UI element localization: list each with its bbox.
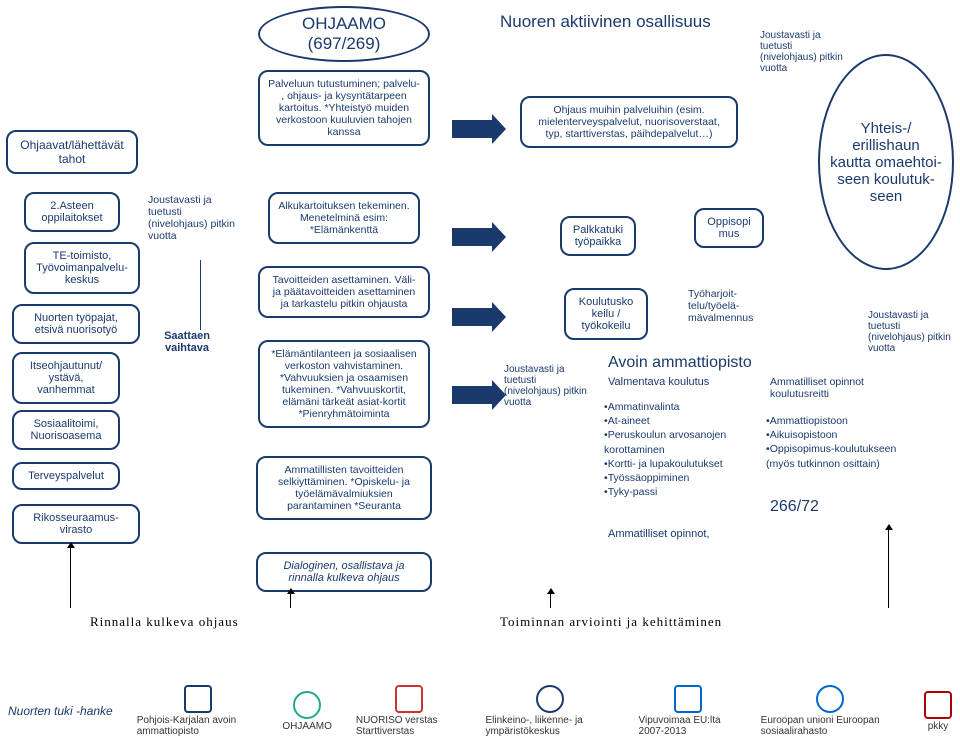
left-header: Ohjaavat/lähettävät tahot	[6, 130, 138, 174]
center-title-text: OHJAAMO (697/269)	[270, 14, 418, 54]
arrow-4	[452, 386, 492, 404]
reitti-b0: •Ammattiopistoon	[766, 414, 916, 428]
uarrow-4	[888, 530, 889, 608]
uarrow-2	[290, 594, 291, 608]
arrow-1	[452, 120, 492, 138]
avoin-sub: Valmentava koulutus	[608, 376, 768, 388]
logo-0: Pohjois-Karjalan avoin ammattiopisto	[137, 685, 259, 737]
avoin-b3: •Kortti- ja lupakoulutukset	[604, 457, 754, 471]
avoin-b2: •Peruskoulun arvosanojen korottaminen	[604, 428, 754, 456]
reitti-b2: •Oppisopimus-koulutukseen (myös tutkinno…	[766, 442, 916, 470]
goal-ellipse: Yhteis-/ erillishaun kautta omaehtoi-see…	[818, 54, 954, 270]
right-tyoharj: Työharjoit-telu/työelä-mävalmennus	[688, 288, 782, 324]
center-box-0: Palveluun tutustuminen; palvelu- , ohjau…	[258, 70, 430, 146]
right-title: Nuoren aktiivinen osallisuus	[500, 12, 760, 32]
hanke-label: Nuorten tuki -hanke	[8, 704, 113, 718]
avoin-b0: •Ammatinvalinta	[604, 400, 754, 414]
left-item-1: TE-toimisto, Työvoimanpalvelu-keskus	[24, 242, 140, 294]
avoin-b5: •Tyky-passi	[604, 485, 754, 499]
bottom-left-label: Rinnalla kulkeva ohjaus	[90, 614, 239, 630]
center-title: OHJAAMO (697/269)	[258, 6, 430, 62]
right-oppisopimus: Oppisopi mus	[694, 208, 764, 248]
avoin-bullets: •Ammatinvalinta •At-aineet •Peruskoulun …	[604, 400, 754, 499]
bridge-label: Saattaen vaihtava	[152, 330, 222, 354]
bottom-right-label: Toiminnan arviointi ja kehittäminen	[500, 614, 722, 630]
avoin-b1: •At-aineet	[604, 414, 754, 428]
right-palkka: Palkkatuki työpaikka	[560, 216, 636, 256]
center-box-1: Alkukartoituksen tekeminen. Menetelminä …	[268, 192, 420, 244]
logo-5: Euroopan unioni Euroopan sosiaalirahasto	[761, 685, 900, 737]
bridge-note: Joustavasti ja tuetusti (nivelohjaus) pi…	[148, 194, 238, 242]
reitti-num: 266/72	[770, 498, 850, 516]
arrow-3	[452, 308, 492, 326]
left-item-2: Nuorten työpajat, etsivä nuorisotyö	[12, 304, 140, 344]
logo-1: OHJAAMO	[282, 691, 331, 732]
logo-3: Elinkeino-, liikenne- ja ympäristökeskus	[485, 685, 614, 737]
bridge-line	[200, 260, 201, 330]
arrow-2	[452, 228, 492, 246]
reitti-head: Ammatilliset opinnot koulutusreitti	[770, 376, 900, 400]
logo-2: NUORISO verstas Starttiverstas	[356, 685, 462, 737]
footer: Nuorten tuki -hanke Pohjois-Karjalan avo…	[0, 681, 960, 741]
right-endnote: Joustavasti ja tuetusti (nivelohjaus) pi…	[868, 310, 956, 354]
uarrow-1	[70, 548, 71, 608]
left-item-5: Terveyspalvelut	[12, 462, 120, 490]
center-footer: Dialoginen, osallistava ja rinnalla kulk…	[256, 552, 432, 592]
left-item-0: 2.Asteen oppilaitokset	[24, 192, 120, 232]
center-box-2: Tavoitteiden asettaminen. Väli- ja pääta…	[258, 266, 430, 318]
reitti-bullets: •Ammattiopistoon •Aikuisopistoon •Oppiso…	[766, 414, 916, 471]
uarrow-3	[550, 594, 551, 608]
center-box-3: *Elämäntilanteen ja sosiaalisen verkosto…	[258, 340, 430, 428]
center-box-4: Ammatillisten tavoitteiden selkiyttämine…	[256, 456, 432, 520]
avoin-b4: •Työssäoppiminen	[604, 471, 754, 485]
avoin-tail: Ammatilliset opinnot,	[608, 528, 758, 540]
left-item-3: Itseohjautunut/ ystävä, vanhemmat	[12, 352, 120, 404]
right-topnote: Joustavasti ja tuetusti (nivelohjaus) pi…	[760, 30, 848, 74]
avoin-title: Avoin ammattiopisto	[608, 354, 788, 372]
logo-4: Vipuvoimaa EU:lta 2007-2013	[639, 685, 737, 737]
left-item-6: Rikosseuraamus-virasto	[12, 504, 140, 544]
right-midnote: Joustavasti ja tuetusti (nivelohjaus) pi…	[504, 364, 592, 408]
right-koulutuskokeilu: Koulutusko keilu / työkokeilu	[564, 288, 648, 340]
reitti-b1: •Aikuisopistoon	[766, 428, 916, 442]
right-services: Ohjaus muihin palveluihin (esim. mielent…	[520, 96, 738, 148]
left-item-4: Sosiaalitoimi, Nuorisoasema	[12, 410, 120, 450]
goal-text: Yhteis-/ erillishaun kautta omaehtoi-see…	[830, 120, 942, 205]
logo-6: pkky	[924, 691, 952, 732]
